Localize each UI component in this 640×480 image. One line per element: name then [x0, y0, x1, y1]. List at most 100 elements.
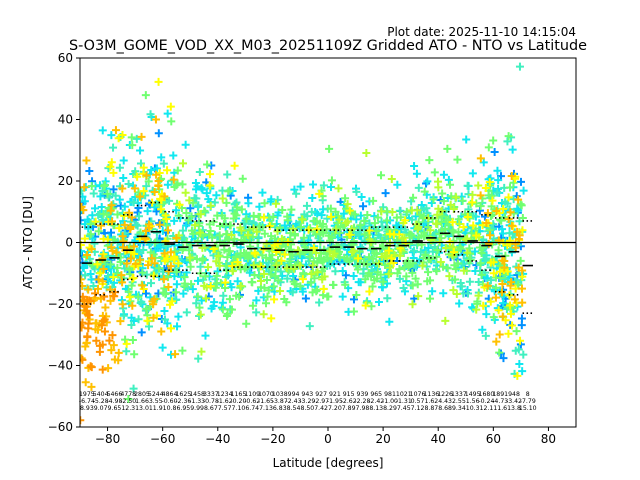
- scatter-point: [91, 289, 100, 298]
- scatter-point: [265, 221, 274, 230]
- bin-stat-n: 1458: [189, 391, 205, 398]
- scatter-point: [318, 219, 327, 228]
- bin-stat-sd: 8.87: [424, 405, 438, 412]
- scatter-point: [454, 228, 463, 237]
- scatter-point: [100, 327, 109, 336]
- scatter-point: [259, 213, 268, 222]
- scatter-point: [307, 207, 316, 216]
- bin-stat-sd: 7.10: [232, 405, 246, 412]
- scatter-point: [118, 130, 127, 139]
- scatter-point: [492, 207, 501, 216]
- scatter-point: [142, 182, 151, 191]
- bin-stat-n: 1337: [451, 391, 467, 398]
- scatter-point: [334, 184, 343, 193]
- y-tick-label: 60: [58, 51, 73, 65]
- scatter-point: [492, 253, 501, 262]
- bin-stat-n: 4778: [120, 391, 136, 398]
- scatter-point: [83, 296, 92, 305]
- scatter-point: [359, 202, 368, 211]
- scatter-point: [518, 298, 527, 307]
- scatter-point: [182, 308, 191, 317]
- scatter-point: [486, 297, 495, 306]
- scatter-point: [203, 160, 212, 169]
- scatter-point: [476, 154, 485, 163]
- scatter-point: [147, 279, 156, 288]
- scatter-point: [277, 256, 286, 265]
- bin-stat-sd: 13.8: [507, 405, 521, 412]
- scatter-point: [159, 159, 168, 168]
- scatter-point: [99, 209, 108, 218]
- bin-stat-n: 1975: [79, 391, 95, 398]
- scatter-point: [322, 225, 331, 234]
- scatter-points: [80, 62, 576, 425]
- scatter-point: [128, 301, 137, 310]
- scatter-point: [274, 276, 283, 285]
- scatter-point: [233, 277, 242, 286]
- scatter-point: [80, 275, 85, 284]
- scatter-point: [82, 306, 91, 315]
- scatter-point: [194, 276, 202, 285]
- scatter-point: [493, 166, 502, 175]
- scatter-point: [362, 259, 371, 268]
- bin-stat-sd: 8.67: [204, 405, 218, 412]
- scatter-point: [232, 211, 241, 220]
- scatter-point: [448, 218, 457, 227]
- scatter-point: [150, 187, 159, 196]
- scatter-point: [233, 258, 242, 267]
- bin-stat-mean: -1.33: [189, 398, 205, 405]
- scatter-point: [319, 285, 328, 294]
- scatter-point: [297, 254, 306, 263]
- scatter-point: [196, 228, 205, 237]
- scatter-point: [232, 203, 241, 212]
- scatter-point: [372, 250, 381, 259]
- scatter-point: [465, 277, 474, 286]
- scatter-point: [320, 272, 329, 281]
- scatter-point: [216, 237, 225, 246]
- scatter-point: [270, 295, 279, 304]
- scatter-point: [100, 315, 109, 324]
- scatter-point: [160, 315, 169, 324]
- scatter-point: [124, 180, 133, 189]
- scatter-point: [82, 156, 91, 165]
- scatter-point: [136, 255, 145, 264]
- bin-stat-sd: 6.95: [176, 405, 190, 412]
- scatter-point: [443, 264, 452, 273]
- scatter-point: [166, 248, 175, 257]
- x-tick-label: −40: [205, 432, 230, 446]
- scatter-point: [124, 287, 133, 296]
- scatter-point: [267, 314, 276, 323]
- scatter-point: [121, 335, 130, 344]
- scatter-point: [212, 257, 221, 266]
- bin-stat-n: 939: [357, 391, 369, 398]
- bin-stat-sd: 8.54: [287, 405, 301, 412]
- scatter-point: [130, 184, 139, 193]
- scatter-point: [519, 350, 528, 359]
- scatter-point: [107, 228, 116, 237]
- scatter-point: [296, 182, 305, 191]
- scatter-point: [511, 346, 520, 355]
- scatter-point: [83, 251, 92, 260]
- scatter-point: [80, 206, 88, 215]
- bin-stat-n: 981: [384, 391, 396, 398]
- scatter-point: [306, 278, 315, 287]
- scatter-point: [111, 126, 120, 135]
- scatter-point: [285, 257, 294, 266]
- scatter-point: [115, 224, 124, 233]
- bin-stat-n: 927: [315, 391, 327, 398]
- scatter-point: [352, 187, 361, 196]
- scatter-point: [166, 324, 175, 333]
- scatter-point: [468, 169, 477, 178]
- scatter-point: [429, 195, 438, 204]
- bin-stat-sd: 7.98: [356, 405, 370, 412]
- scatter-point: [204, 230, 213, 239]
- scatter-point: [506, 281, 515, 290]
- scatter-point: [476, 191, 485, 200]
- scatter-point: [249, 211, 258, 220]
- scatter-point: [468, 303, 477, 312]
- scatter-point: [150, 203, 159, 212]
- scatter-point: [180, 273, 189, 282]
- scatter-point: [98, 277, 107, 286]
- scatter-point: [87, 275, 96, 284]
- scatter-point: [122, 259, 131, 268]
- scatter-point: [157, 205, 166, 214]
